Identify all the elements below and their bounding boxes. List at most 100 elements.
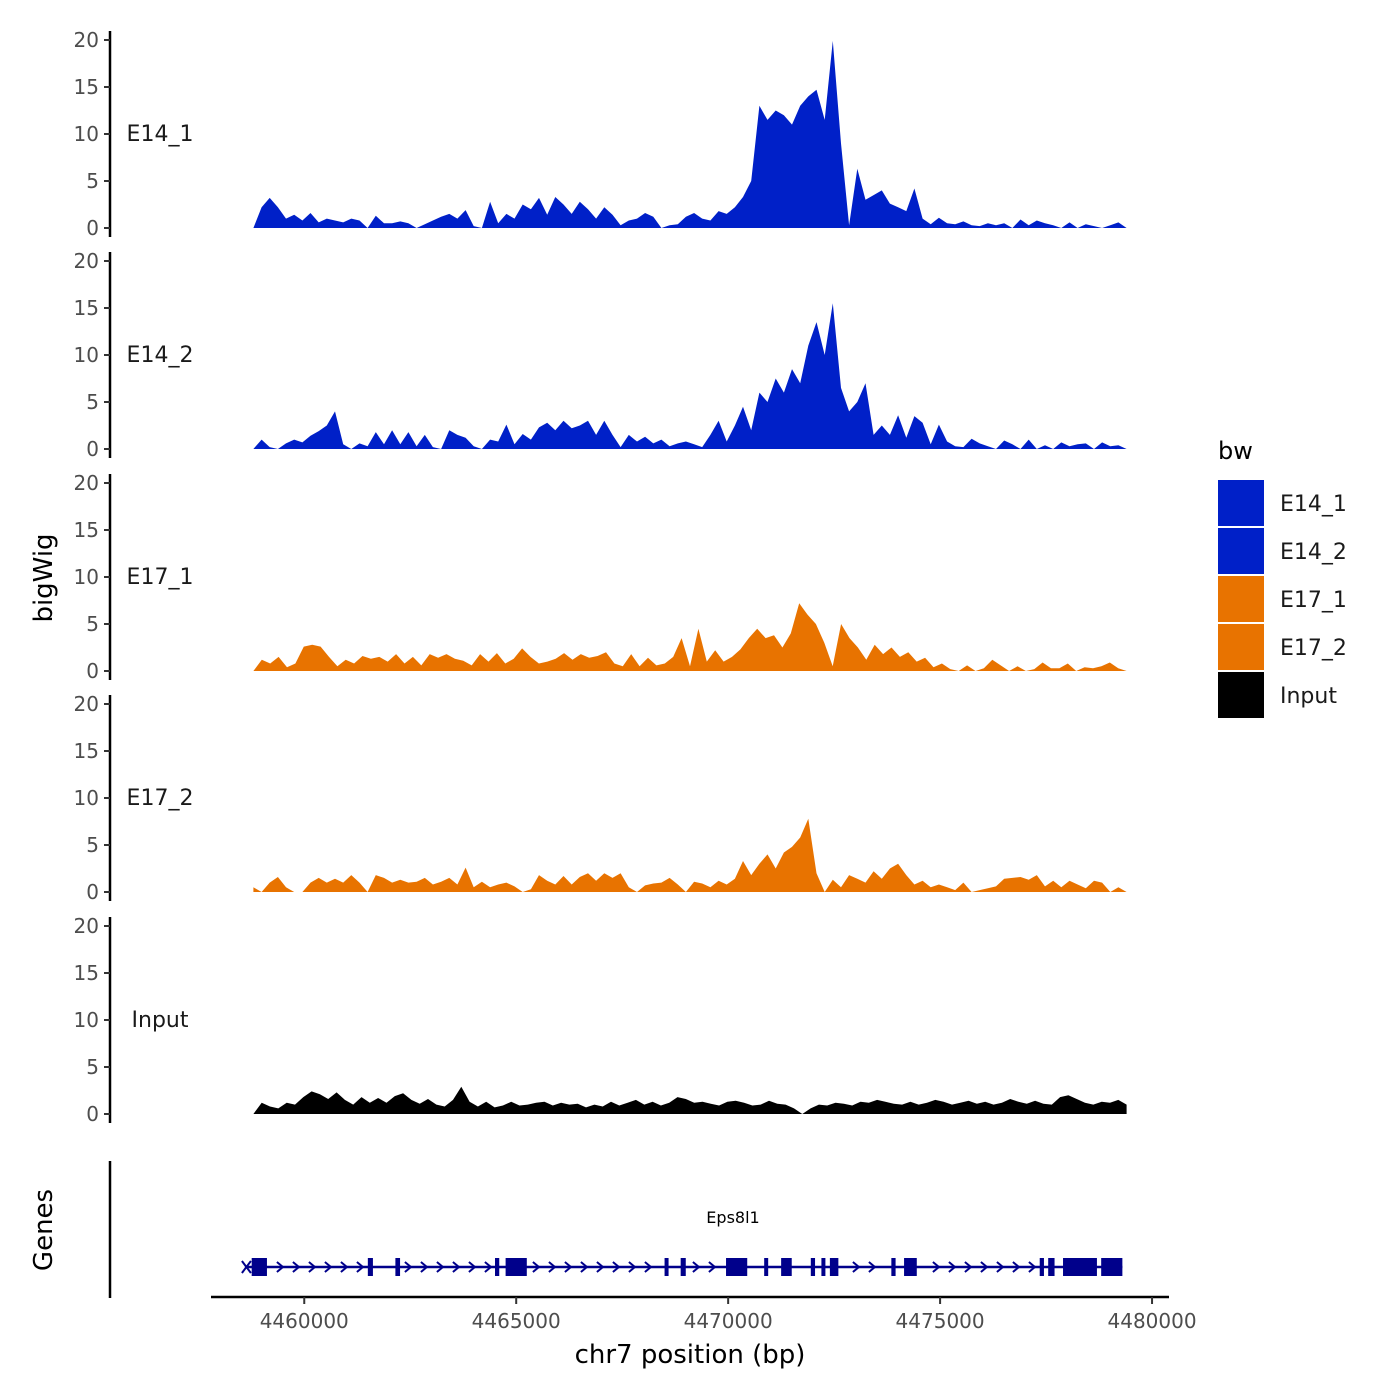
track-label: E17_2: [127, 786, 194, 811]
legend-swatch: [1218, 672, 1264, 718]
y-tick-label: 0: [86, 437, 99, 461]
strand-arrow: [340, 1261, 349, 1273]
strand-arrow: [548, 1261, 557, 1273]
track-label: E17_1: [127, 565, 194, 590]
exon-block: [829, 1258, 839, 1276]
strand-arrow: [948, 1261, 957, 1273]
track-label: E14_2: [127, 343, 194, 368]
strand-arrow: [708, 1261, 717, 1273]
strand-arrow: [996, 1261, 1005, 1273]
legend-title: bw: [1218, 437, 1253, 465]
exon-block: [664, 1258, 669, 1276]
y-tick-label: 5: [86, 833, 99, 857]
exon-block: [810, 1258, 816, 1276]
exon-block: [726, 1258, 748, 1276]
exon-block: [781, 1258, 792, 1276]
y-tick-label: 0: [86, 216, 99, 240]
exon-block: [1063, 1258, 1097, 1276]
y-tick-label: 15: [74, 296, 99, 320]
strand-arrow: [932, 1261, 941, 1273]
y-tick-label: 15: [74, 739, 99, 763]
coverage-area-E14_1: [253, 40, 1127, 229]
track-Input: 0 5 10 15 20 Input: [74, 914, 1127, 1126]
y-tick-label: 5: [86, 390, 99, 414]
exon-block: [764, 1258, 769, 1276]
genes-axis-title: Genes: [29, 1189, 59, 1271]
y-tick-label: 20: [74, 471, 99, 495]
y-tick-label: 15: [74, 75, 99, 99]
y-tick-label: 20: [74, 914, 99, 938]
gene-label: Eps8l1: [706, 1208, 759, 1227]
coverage-area-E14_2: [253, 303, 1127, 449]
exon-block: [505, 1258, 527, 1276]
track-E14_2: 0 5 10 15 20 E14_2: [74, 249, 1127, 461]
exon-block: [904, 1258, 917, 1276]
strand-arrow: [308, 1261, 317, 1273]
y-tick-label: 5: [86, 169, 99, 193]
legend-label: E17_2: [1280, 636, 1347, 661]
strand-arrow: [532, 1261, 541, 1273]
exon-block: [821, 1258, 826, 1276]
y-tick-label: 20: [74, 249, 99, 273]
legend-swatch: [1218, 528, 1264, 574]
legend-label: E17_1: [1280, 588, 1347, 613]
x-axis: 4460000 4465000 4470000 4475000 4480000: [211, 1295, 1197, 1333]
strand-arrow: [1028, 1261, 1037, 1273]
track-E14_1: 0 5 10 15 20 E14_1: [74, 28, 1127, 240]
strand-arrow: [980, 1261, 989, 1273]
legend-item-E14_1: E14_1: [1218, 480, 1347, 526]
track-label: E14_1: [127, 122, 194, 147]
legend-item-E17_2: E17_2: [1218, 624, 1347, 670]
exon-block: [495, 1258, 500, 1276]
y-tick-label: 15: [74, 518, 99, 542]
x-axis-title: chr7 position (bp): [575, 1340, 806, 1370]
y-tick-label: 15: [74, 961, 99, 985]
legend-label: E14_1: [1280, 492, 1347, 517]
exon-block: [367, 1258, 373, 1276]
strand-arrow: [468, 1261, 477, 1273]
legend-swatch: [1218, 624, 1264, 670]
y-tick-label: 10: [74, 1008, 99, 1032]
exon-block: [1039, 1258, 1044, 1276]
exon-block: [680, 1258, 686, 1276]
track-E17_2: 0 5 10 15 20 E17_2: [74, 692, 1127, 904]
strand-arrow: [852, 1261, 861, 1273]
coverage-tracks: 0 5 10 15 20 E14_1 0 5 10 15 20 E14_2 0 5 10 15 20 E17_1 0…: [74, 28, 1127, 1126]
exon-block: [891, 1258, 896, 1276]
y-tick-label: 10: [74, 122, 99, 146]
track-E17_1: 0 5 10 15 20 E17_1: [74, 471, 1127, 683]
y-tick-label: 10: [74, 565, 99, 589]
strand-arrow: [276, 1261, 285, 1273]
x-tick-label: 4460000: [260, 1309, 349, 1333]
strand-arrow: [292, 1261, 301, 1273]
legend: E14_1 E14_2 E17_1 E17_2 Input: [1218, 480, 1347, 718]
x-tick-label: 4480000: [1108, 1309, 1197, 1333]
strand-arrow: [628, 1261, 637, 1273]
coverage-area-E17_2: [253, 818, 1127, 892]
exon-block: [1048, 1258, 1055, 1276]
strand-arrow: [692, 1261, 701, 1273]
y-tick-label: 0: [86, 880, 99, 904]
strand-arrow: [964, 1261, 973, 1273]
strand-arrow: [404, 1261, 413, 1273]
legend-item-E17_1: E17_1: [1218, 576, 1347, 622]
y-tick-label: 20: [74, 692, 99, 716]
track-label: Input: [132, 1008, 189, 1033]
gene-start-mark: [241, 1260, 252, 1274]
strand-arrow: [596, 1261, 605, 1273]
strand-arrow: [564, 1261, 573, 1273]
x-tick-label: 4470000: [684, 1309, 773, 1333]
exon-block: [251, 1258, 267, 1276]
y-tick-label: 10: [74, 786, 99, 810]
strand-arrow: [644, 1261, 653, 1273]
x-tick-label: 4465000: [472, 1309, 561, 1333]
x-tick-label: 4475000: [896, 1309, 985, 1333]
coverage-area-Input: [253, 1086, 1127, 1114]
legend-swatch: [1218, 480, 1264, 526]
exon-block: [1101, 1258, 1123, 1276]
exon-block: [395, 1258, 401, 1276]
y-tick-label: 20: [74, 28, 99, 52]
legend-item-E14_2: E14_2: [1218, 528, 1347, 574]
y-tick-label: 5: [86, 1055, 99, 1079]
